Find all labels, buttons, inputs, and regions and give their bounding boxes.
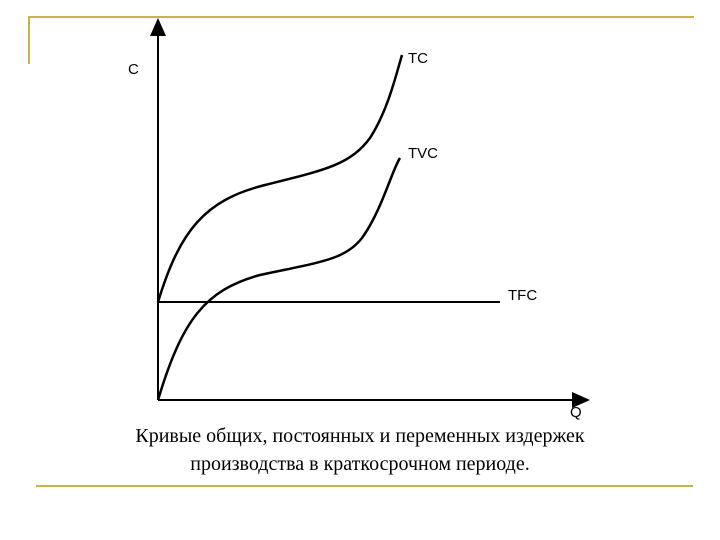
- caption-line-1: Кривые общих, постоянных и переменных из…: [135, 425, 585, 447]
- tvc-curve: [156, 157, 402, 401]
- tc-curve: [156, 54, 404, 303]
- caption-line-2: производства в краткосрочном периоде.: [190, 453, 530, 475]
- frame-left-line: [28, 16, 30, 64]
- tfc-label: TFC: [508, 287, 538, 304]
- frame-bottom-line: [36, 485, 693, 487]
- diagram-caption: Кривые общих, постоянных и переменных из…: [0, 422, 720, 478]
- y-axis-label: C: [128, 61, 139, 78]
- tvc-label: TVC: [408, 145, 438, 162]
- x-axis-label: Q: [570, 404, 582, 421]
- tc-label: TC: [408, 50, 428, 67]
- frame-top-line: [28, 16, 694, 18]
